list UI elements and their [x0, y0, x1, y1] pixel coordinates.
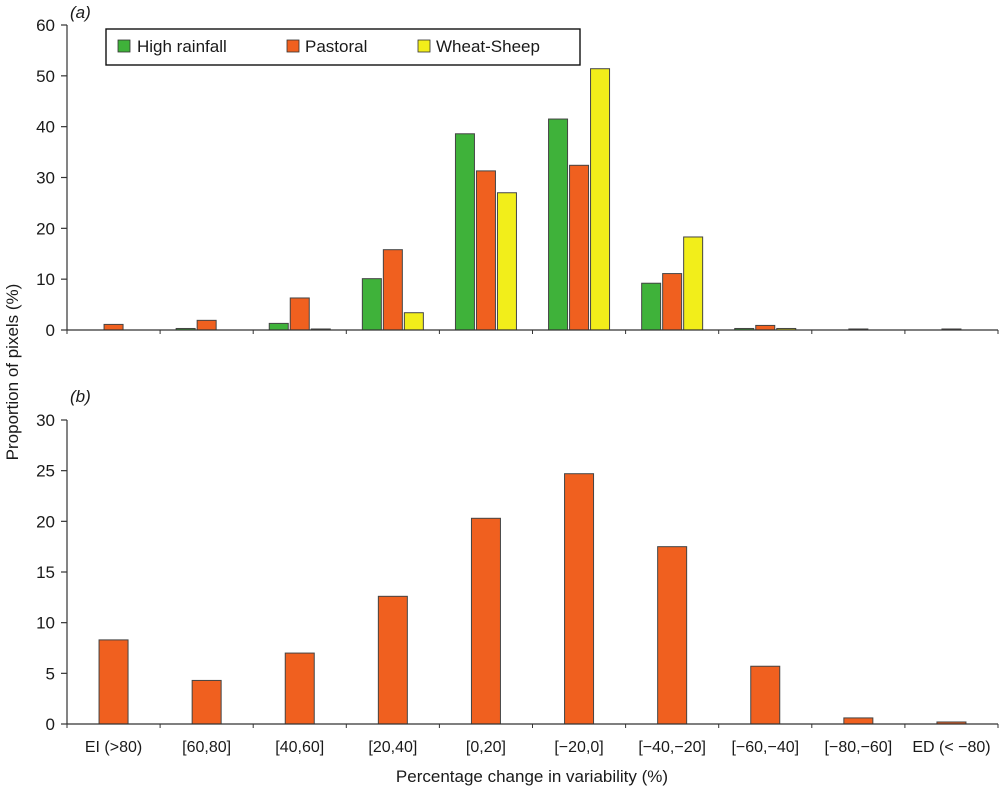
bar-value	[657, 546, 688, 725]
legend-swatch-pastoral	[286, 39, 300, 53]
bar-wheat-sheep	[683, 236, 704, 331]
y-tick-label: 20	[36, 512, 55, 531]
y-tick-label: 0	[46, 321, 55, 340]
panel-b-label: (b)	[70, 387, 91, 406]
x-tick-label: [20,40]	[368, 739, 417, 756]
y-tick-label: 20	[36, 219, 55, 238]
y-tick-label: 40	[36, 118, 55, 137]
bar-value	[98, 639, 129, 725]
x-tick-label: [40,60]	[275, 739, 324, 756]
legend-label-wheat-sheep: Wheat-Sheep	[436, 37, 540, 56]
bar-value	[284, 652, 315, 725]
x-tick-label: [60,80]	[182, 739, 231, 756]
x-tick-label: [−40,−20]	[638, 739, 706, 756]
legend-label-pastoral: Pastoral	[305, 37, 367, 56]
bar-high-rainfall	[361, 278, 382, 331]
y-tick-label: 30	[36, 411, 55, 430]
legend-swatch-wheat-sheep	[417, 39, 431, 53]
bar-value	[377, 595, 408, 725]
bar-high-rainfall	[548, 118, 569, 331]
y-tick-label: 10	[36, 614, 55, 633]
panel-a: (a) 0 10 20 30 40 50 60 High rainfall Pastoral…	[36, 3, 999, 340]
y-tick-label: 30	[36, 169, 55, 188]
bar-value	[470, 517, 501, 725]
panel-a-label: (a)	[70, 3, 91, 22]
y-tick-label: 0	[46, 715, 55, 734]
y-tick-label: 60	[36, 16, 55, 35]
y-axis-title: Proportion of pixels (%)	[3, 284, 22, 461]
y-tick-label: 50	[36, 67, 55, 86]
bar-high-rainfall	[268, 322, 289, 331]
bar-high-rainfall	[454, 133, 475, 331]
x-tick-label: [−60,−40]	[731, 739, 799, 756]
bar-pastoral	[103, 323, 124, 331]
y-tick-label: 15	[36, 563, 55, 582]
legend-label-high-rainfall: High rainfall	[137, 37, 227, 56]
bar-wheat-sheep	[403, 312, 424, 331]
x-tick-label: EI (>80)	[85, 739, 142, 756]
x-tick-label: [−20,0]	[554, 739, 603, 756]
bar-wheat-sheep	[590, 68, 611, 331]
panel-b: (b) 0 5 10 15 20 25 30 EI (>80) [60,80] [40,60] […	[36, 387, 999, 756]
bar-pastoral	[569, 164, 590, 331]
bar-pastoral	[382, 249, 403, 331]
bar-wheat-sheep	[496, 192, 517, 331]
bar-value	[191, 679, 222, 725]
x-axis-title: Percentage change in variability (%)	[396, 767, 668, 786]
legend-swatch-high-rainfall	[117, 39, 131, 53]
bar-pastoral	[755, 324, 776, 331]
bar-value	[843, 717, 874, 725]
bar-pastoral	[662, 273, 683, 331]
x-tick-label: [0,20]	[466, 739, 506, 756]
y-tick-label: 10	[36, 270, 55, 289]
bar-pastoral	[289, 297, 310, 331]
bar-pastoral	[196, 319, 217, 331]
bar-value	[564, 473, 595, 725]
bar-pastoral	[475, 170, 496, 331]
x-tick-label: ED (< −80)	[912, 739, 990, 756]
x-tick-label: [−80,−60]	[825, 739, 893, 756]
bar-value	[750, 665, 781, 725]
bar-high-rainfall	[641, 282, 662, 331]
y-tick-label: 5	[46, 664, 55, 683]
legend: High rainfall Pastoral Wheat-Sheep	[105, 28, 581, 66]
legend-box	[105, 28, 581, 66]
y-tick-label: 25	[36, 462, 55, 481]
